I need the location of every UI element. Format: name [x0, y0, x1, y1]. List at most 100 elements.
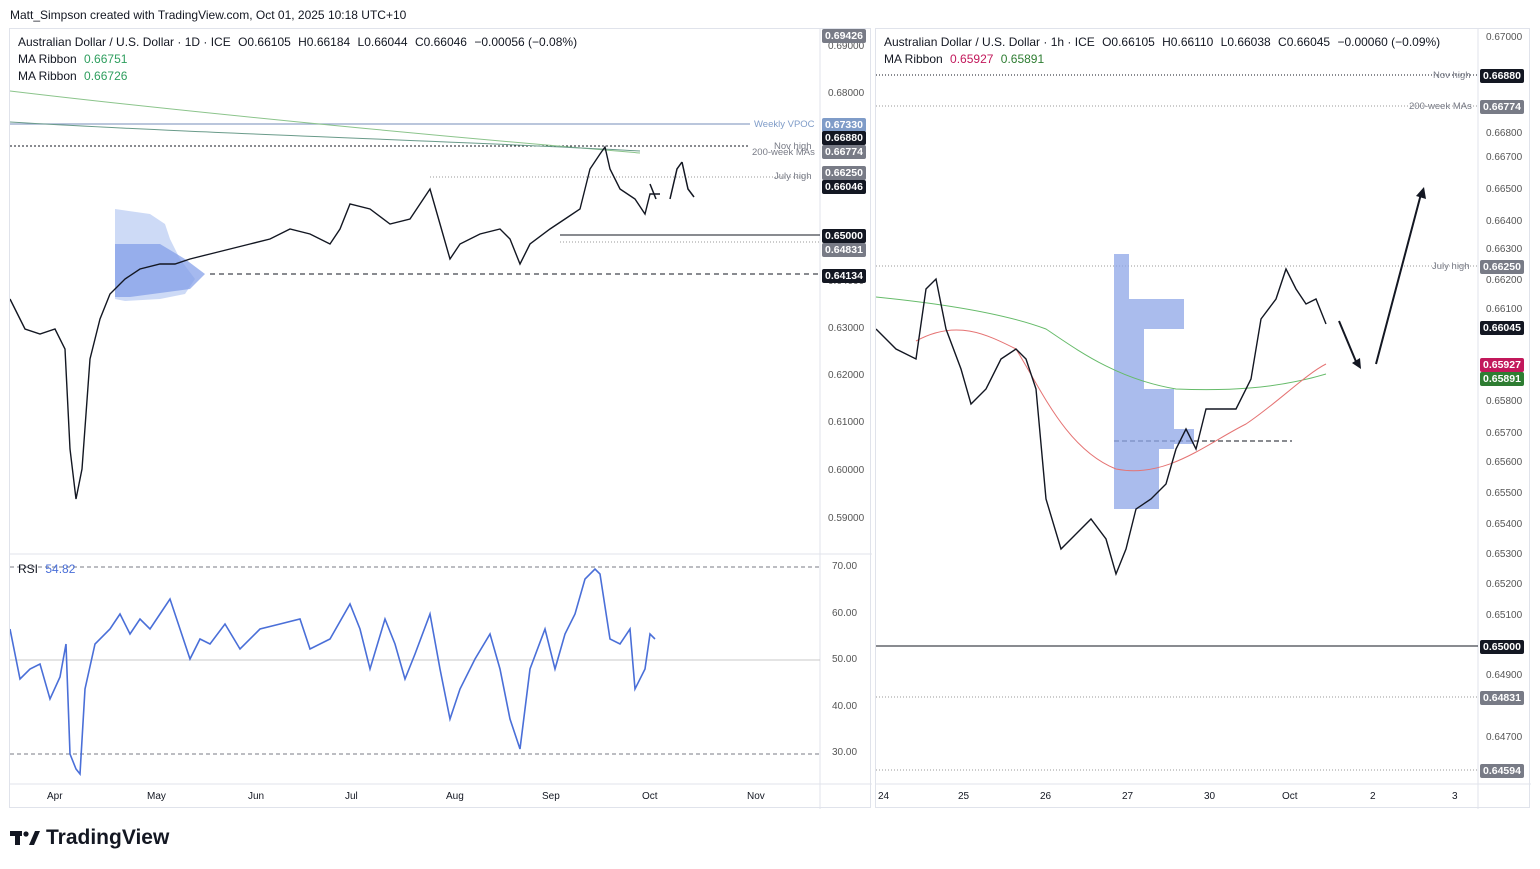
chart-credit: Matt_Simpson created with TradingView.co…	[10, 8, 407, 22]
y-tick: 0.66200	[1486, 275, 1523, 286]
right-symbol-title[interactable]: Australian Dollar / U.S. Dollar · 1h · I…	[884, 35, 1095, 49]
y-tick: 0.69000	[828, 41, 865, 52]
left-legend: Australian Dollar / U.S. Dollar · 1D · I…	[18, 34, 577, 85]
x-tick: Jul	[345, 791, 358, 802]
right-chart-pane[interactable]: Australian Dollar / U.S. Dollar · 1h · I…	[875, 28, 1531, 809]
left-ma1-label[interactable]: MA Ribbon	[18, 52, 77, 66]
rsi-tick: 50.00	[832, 654, 858, 665]
y-tick: 0.66400	[1486, 216, 1523, 227]
y-tick: 0.59000	[828, 513, 865, 524]
y-tick: 0.65700	[1486, 428, 1523, 439]
y-tick: 0.68000	[828, 88, 865, 99]
price-tag: 0.65000	[1480, 640, 1524, 654]
left-symbol-title[interactable]: Australian Dollar / U.S. Dollar · 1D · I…	[18, 35, 231, 49]
y-tick: 0.65100	[1486, 610, 1523, 621]
x-tick: Aug	[446, 791, 464, 802]
x-tick: Sep	[542, 791, 560, 802]
left-ma2-label[interactable]: MA Ribbon	[18, 69, 77, 83]
y-tick: 0.65300	[1486, 549, 1523, 560]
x-tick: Jun	[248, 791, 265, 802]
tradingview-logo[interactable]: TradingView	[10, 826, 169, 850]
right-close: C0.66045	[1278, 35, 1331, 49]
x-tick: 2	[1370, 791, 1376, 802]
left-ma1-value: 0.66751	[84, 52, 128, 66]
ma200-label: 200-week MAs	[752, 147, 815, 158]
rsi-label[interactable]: RSI	[18, 562, 39, 576]
tradingview-logo-icon	[10, 831, 40, 845]
price-tag-ma-fast: 0.65927	[1480, 358, 1524, 372]
price-tag: 0.64831	[822, 243, 866, 257]
right-ma-value1: 0.65927	[950, 52, 994, 66]
rsi-tick: 60.00	[832, 608, 858, 619]
x-tick: 26	[1040, 791, 1052, 802]
price-tag-july-high: 0.66250	[822, 166, 866, 180]
right-low: L0.66038	[1220, 35, 1271, 49]
y-tick: 0.65400	[1486, 519, 1523, 530]
nov-high-label: Nov high	[774, 141, 812, 152]
left-high: H0.66184	[298, 35, 351, 49]
y-tick: 0.66500	[1486, 184, 1523, 195]
july-high-label: July high	[1432, 261, 1470, 272]
rsi-tick: 70.00	[832, 561, 858, 572]
tradingview-logo-text: TradingView	[46, 826, 170, 849]
y-tick: 0.66300	[1486, 244, 1523, 255]
left-change: −0.00056 (−0.08%)	[474, 35, 578, 49]
y-tick: 0.66800	[1486, 128, 1523, 139]
rsi-tick: 30.00	[832, 747, 858, 758]
x-tick: Nov	[747, 791, 765, 802]
rsi-tick: 40.00	[832, 701, 858, 712]
left-ma2-value: 0.66726	[84, 69, 128, 83]
y-tick: 0.66100	[1486, 304, 1523, 315]
price-tag: 0.64134	[822, 269, 866, 283]
left-open: O0.66105	[238, 35, 291, 49]
price-tag-july-high: 0.66250	[1480, 260, 1524, 274]
price-tag-nov-high: 0.66880	[822, 131, 866, 145]
ma200-label: 200-week MAs	[1409, 101, 1472, 112]
right-ma-label[interactable]: MA Ribbon	[884, 52, 943, 66]
price-tag: 0.65000	[822, 229, 866, 243]
right-legend: Australian Dollar / U.S. Dollar · 1h · I…	[884, 34, 1440, 68]
y-tick: 0.63000	[828, 323, 865, 334]
rsi-legend: RSI 54.82	[18, 561, 75, 578]
right-change: −0.00060 (−0.09%)	[1337, 35, 1441, 49]
x-tick: 24	[878, 791, 890, 802]
y-tick: 0.65500	[1486, 488, 1523, 499]
rsi-value: 54.82	[45, 562, 76, 576]
price-tag: 0.64594	[1480, 764, 1524, 778]
nov-high-label: Nov high	[1433, 70, 1471, 81]
y-tick: 0.61000	[828, 417, 865, 428]
y-tick: 0.65200	[1486, 579, 1523, 590]
right-open: O0.66105	[1102, 35, 1155, 49]
right-high: H0.66110	[1162, 35, 1214, 49]
price-tag-ma200: 0.66774	[1480, 100, 1524, 114]
x-tick: 25	[958, 791, 970, 802]
price-tag-ma200: 0.66774	[822, 145, 866, 159]
left-low: L0.66044	[357, 35, 408, 49]
y-tick: 0.60000	[828, 465, 865, 476]
x-tick: May	[147, 791, 166, 802]
x-tick: Oct	[1282, 791, 1298, 802]
price-tag-vpoc: 0.67330	[822, 118, 866, 132]
y-tick: 0.62000	[828, 370, 865, 381]
price-tag: 0.64831	[1480, 691, 1524, 705]
right-chart-canvas	[876, 29, 1531, 809]
y-tick: 0.65600	[1486, 457, 1523, 468]
weekly-vpoc-label: Weekly VPOC	[754, 119, 815, 130]
x-tick: 27	[1122, 791, 1134, 802]
x-tick: Apr	[47, 791, 63, 802]
y-tick: 0.65800	[1486, 396, 1523, 407]
price-tag-last: 0.66046	[822, 180, 866, 194]
y-tick: 0.67000	[1486, 32, 1523, 43]
y-tick: 0.64900	[1486, 670, 1523, 681]
left-chart-pane[interactable]: Australian Dollar / U.S. Dollar · 1D · I…	[9, 28, 872, 809]
y-tick: 0.64700	[1486, 732, 1523, 743]
july-high-label: July high	[774, 171, 812, 182]
right-ma-value2: 0.65891	[1000, 52, 1045, 66]
x-tick: Oct	[642, 791, 658, 802]
left-close: C0.66046	[414, 35, 467, 49]
price-tag-last: 0.66045	[1480, 321, 1524, 335]
left-chart-canvas	[10, 29, 872, 809]
x-tick: 3	[1452, 791, 1458, 802]
y-tick: 0.66700	[1486, 152, 1523, 163]
price-tag-ma-slow: 0.65891	[1480, 372, 1524, 386]
